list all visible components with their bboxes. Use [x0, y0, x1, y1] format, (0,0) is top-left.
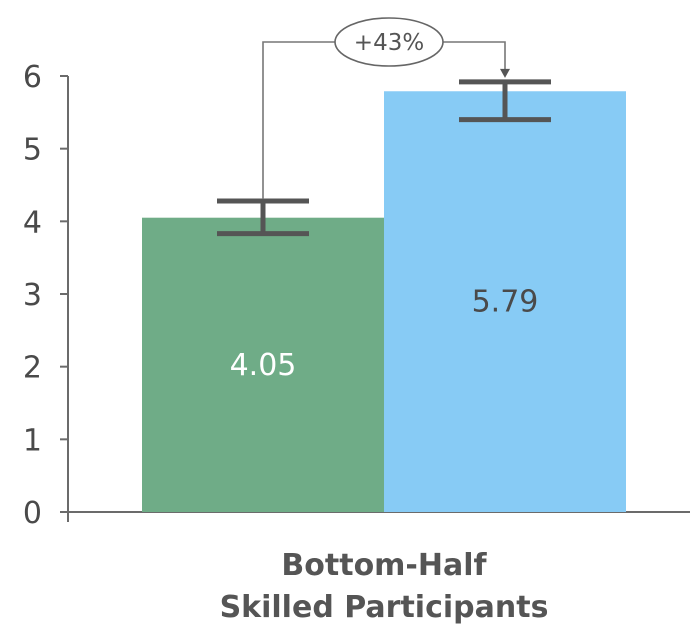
error-bars [217, 79, 551, 237]
category-label-line-2: Skilled Participants [220, 590, 549, 625]
y-ticks: 0 1 2 3 4 5 6 [23, 60, 68, 531]
y-tick-label: 3 [23, 278, 42, 313]
value-labels: 4.05 5.79 [230, 285, 539, 383]
bar-1 [142, 217, 384, 512]
y-tick-label: 6 [23, 60, 42, 95]
comparison-bracket: +43% [262, 17, 510, 199]
y-tick-label: 2 [23, 351, 42, 386]
bars [142, 91, 626, 512]
category-label-line-1: Bottom-Half [281, 548, 487, 583]
bracket-arrowhead [500, 68, 510, 78]
y-tick-label: 0 [23, 496, 42, 531]
bar-2 [384, 91, 626, 512]
y-tick-label: 1 [23, 423, 42, 458]
percent-change-ellipse [334, 17, 444, 67]
percent-change-label: +43% [354, 30, 424, 56]
y-tick-label: 4 [23, 205, 42, 240]
value-label-2: 5.79 [472, 285, 539, 320]
value-label-1: 4.05 [230, 348, 297, 383]
y-tick-label: 5 [23, 133, 42, 168]
